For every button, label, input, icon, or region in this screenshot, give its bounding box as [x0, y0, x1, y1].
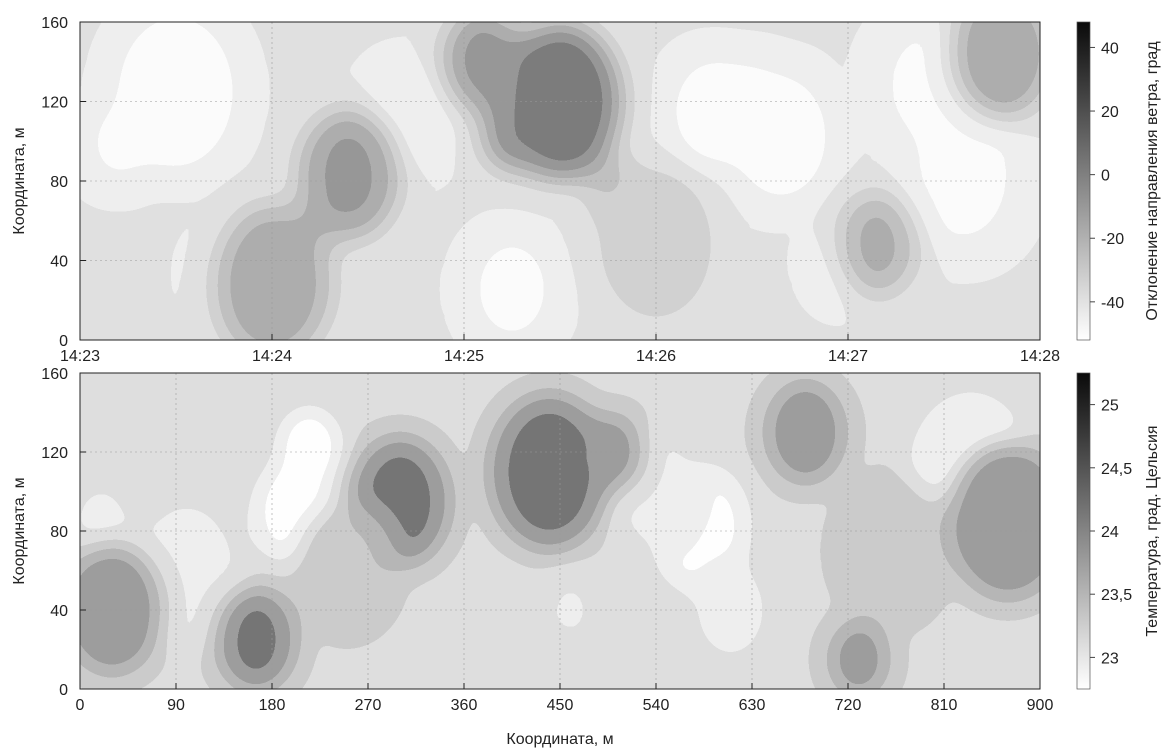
wind-y-axis-label: Координата, м — [11, 127, 28, 234]
wind-x-tick-label: 14:26 — [636, 348, 676, 365]
wind-y-tick-label: 0 — [59, 333, 68, 350]
wind-colorbar-ticks: 40 20 0 -20 -40 — [1090, 40, 1124, 312]
temperature-x-tick-label: 810 — [931, 697, 958, 714]
wind-hotspot — [730, 70, 832, 203]
temperature-colorbar-tick-label: 23 — [1101, 650, 1119, 667]
temperature-x-tick-label: 0 — [76, 697, 85, 714]
wind-x-tick-label: 14:27 — [828, 348, 868, 365]
wind-contour-area — [80, 22, 1040, 340]
temperature-hotspot — [455, 577, 537, 683]
temperature-y-tick-label: 120 — [41, 445, 68, 462]
wind-y-tick-label: 40 — [50, 254, 68, 271]
wind-hotspot — [874, 22, 976, 152]
wind-y-tick-label: 120 — [41, 95, 68, 112]
temperature-y-tick-label: 40 — [50, 603, 68, 620]
wind-x-tick-label: 14:24 — [252, 348, 292, 365]
wind-x-ticks: 14:23 14:24 14:25 14:26 14:27 14:28 — [60, 334, 1060, 365]
wind-colorbar-tick-label: -20 — [1101, 231, 1124, 248]
temperature-colorbar-tick-label: 24 — [1101, 524, 1119, 541]
temperature-x-tick-label: 900 — [1027, 697, 1054, 714]
wind-colorbar-tick-label: -40 — [1101, 295, 1124, 312]
wind-colorbar-tick-label: 40 — [1101, 40, 1119, 57]
wind-hotspot — [211, 203, 333, 340]
temperature-colorbar-tick-label: 23,5 — [1101, 587, 1132, 604]
temperature-hotspot — [583, 413, 644, 491]
temperature-hotspot — [765, 379, 846, 485]
wind-hotspot — [482, 94, 542, 173]
temperature-colorbar — [1076, 372, 1091, 690]
wind-colorbar-tick-label: 20 — [1101, 104, 1119, 121]
wind-y-tick-label: 80 — [50, 174, 68, 191]
temperature-y-tick-label: 160 — [41, 366, 68, 383]
temperature-x-tick-label: 630 — [739, 697, 766, 714]
wind-y-ticks: 0 40 80 120 160 — [41, 15, 86, 350]
temperature-colorbar-tick-label: 25 — [1101, 398, 1119, 415]
wind-hotspot — [298, 108, 400, 241]
wind-colorbar — [1076, 21, 1091, 341]
wind-hotspot — [595, 165, 717, 325]
temperature-hotspot — [80, 482, 132, 561]
temperature-x-tick-label: 180 — [259, 697, 286, 714]
wind-x-tick-label: 14:23 — [60, 348, 100, 365]
wind-x-tick-label: 14:28 — [1020, 348, 1060, 365]
temperature-hotspot — [947, 441, 1040, 601]
temperature-x-tick-label: 450 — [547, 697, 574, 714]
temperature-x-ticks: 0 90 180 270 360 450 540 630 720 810 900 — [76, 683, 1054, 714]
temperature-hotspot — [215, 587, 297, 689]
wind-colorbar-label: Отклонение направления ветра, град — [1144, 41, 1161, 321]
temperature-y-axis-label: Координата, м — [11, 477, 28, 584]
wind-x-tick-label: 14:25 — [444, 348, 484, 365]
temperature-hotspot — [296, 504, 398, 637]
wind-y-tick-label: 160 — [41, 15, 68, 32]
temperature-y-tick-label: 80 — [50, 524, 68, 541]
wind-hotspot — [88, 103, 149, 182]
temperature-x-tick-label: 270 — [355, 697, 382, 714]
wind-colorbar-tick-label: 0 — [1101, 168, 1110, 185]
temperature-x-tick-label: 720 — [835, 697, 862, 714]
temperature-colorbar-ticks: 25 24,5 24 23,5 23 — [1090, 398, 1132, 667]
temperature-colorbar-label: Температура, град. Цельсия — [1144, 425, 1161, 636]
temperature-y-tick-label: 0 — [59, 682, 68, 699]
wind-hotspot — [836, 192, 918, 298]
temperature-y-ticks: 0 40 80 120 160 — [41, 366, 86, 699]
temperature-hotspot — [828, 620, 889, 689]
wind-hotspot — [951, 22, 1040, 120]
wind-hotspot — [442, 22, 524, 113]
wind-hotspot — [471, 236, 553, 340]
temperature-x-tick-label: 360 — [451, 697, 478, 714]
temperature-x-tick-label: 90 — [167, 697, 185, 714]
wind-contour-field — [80, 22, 1040, 340]
temperature-hotspot — [829, 471, 952, 631]
temperature-x-axis-label: Координата, м — [506, 731, 613, 748]
temperature-x-tick-label: 540 — [643, 697, 670, 714]
temperature-hotspot — [488, 392, 611, 552]
temperature-panel: 0 40 80 120 160 0 90 180 270 360 450 540 630 720 810 9… — [11, 366, 1161, 748]
temperature-colorbar-tick-label: 24,5 — [1101, 461, 1132, 478]
